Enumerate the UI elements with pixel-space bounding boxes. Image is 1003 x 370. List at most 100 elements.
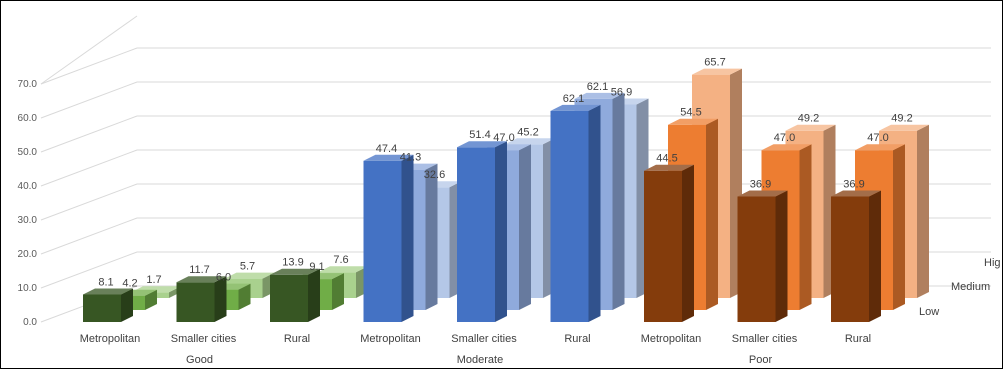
group-label: Good: [186, 354, 213, 366]
bar-front: [457, 147, 495, 322]
bar-top: [831, 190, 881, 197]
x-tick-label: Smaller cities: [451, 333, 517, 345]
bar-top: [644, 164, 694, 171]
data-label: 36.9: [843, 179, 864, 191]
data-label: 62.1: [563, 93, 584, 105]
bar-side: [238, 283, 251, 310]
bar-side: [145, 289, 157, 310]
bar-top: [224, 272, 275, 279]
gridline: [40, 47, 991, 85]
data-label: 45.2: [517, 126, 538, 138]
x-tick-label: Rural: [845, 333, 871, 345]
bar-side: [612, 92, 625, 311]
group-label: Poor: [749, 354, 773, 366]
series-label: Medium: [951, 281, 990, 293]
bar-top: [505, 138, 555, 145]
data-label: 56.9: [611, 87, 632, 99]
bar-front: [83, 294, 121, 322]
data-label: 65.7: [704, 57, 725, 69]
bar-low: [83, 288, 133, 322]
data-label: 62.1: [587, 81, 608, 93]
data-label: 41.3: [400, 152, 421, 164]
data-label: 1.7: [146, 274, 161, 286]
bar-top: [574, 92, 625, 99]
bar-side: [214, 276, 227, 322]
data-label: 6.0: [216, 272, 231, 284]
bar-side: [917, 124, 929, 298]
x-tick-label: Metropolitan: [80, 333, 141, 345]
bar-top: [550, 104, 601, 111]
bar-top: [176, 276, 227, 283]
bar-side: [401, 154, 414, 322]
bar-front: [644, 170, 682, 322]
data-label: 13.9: [282, 257, 303, 269]
bar-front: [831, 196, 869, 322]
y-tick-label: 70.0: [18, 79, 38, 90]
bar-side: [799, 144, 812, 310]
bar-top: [737, 190, 788, 197]
bar-low: [737, 190, 788, 322]
data-labels: 1.7 5.7 7.6 32.6 45.2 56.9 65.7 49.2 49.2 4.2 6.0 9…: [98, 57, 912, 290]
data-label: 54.5: [680, 107, 701, 119]
data-label: 49.2: [798, 113, 819, 125]
data-label: 5.7: [240, 261, 255, 273]
bar-side: [682, 164, 694, 322]
data-label: 11.7: [189, 264, 210, 276]
data-label: 47.4: [376, 143, 397, 155]
y-tick-label: 10.0: [18, 283, 38, 294]
bar-side: [425, 163, 438, 310]
bar-top: [668, 118, 718, 125]
data-label: 47.0: [493, 132, 514, 144]
gridlines: [40, 15, 991, 323]
bar-low: [457, 141, 507, 322]
bar-side: [775, 190, 788, 322]
gridline: [40, 81, 991, 119]
x-tick-label: Rural: [284, 333, 310, 345]
bar-top: [363, 154, 414, 161]
bar-top: [855, 144, 905, 151]
series-label: Hig: [984, 257, 1001, 269]
bar-front: [176, 282, 215, 322]
x-tick-label: Metropolitan: [641, 333, 702, 345]
y-tick-label: 50.0: [18, 147, 38, 158]
data-label: 47.0: [867, 132, 888, 144]
data-label: 8.1: [98, 276, 113, 288]
y-tick-label: 60.0: [18, 113, 38, 124]
bar-low: [176, 276, 227, 322]
bar-front: [270, 274, 308, 322]
x-tick-label: Smaller cities: [171, 333, 237, 345]
bar-low: [831, 190, 881, 322]
bar-low: [644, 164, 694, 322]
bar-side: [308, 268, 320, 322]
bar-side: [869, 190, 881, 322]
bar-top: [270, 268, 320, 275]
series-label: Low: [919, 306, 939, 318]
y-tick-label: 20.0: [18, 249, 38, 260]
data-label: 36.9: [750, 179, 771, 191]
data-label: 47.0: [774, 132, 795, 144]
bar-top: [692, 68, 742, 75]
data-label: 51.4: [469, 129, 490, 141]
bar-side: [588, 104, 601, 323]
bar-side: [706, 118, 718, 310]
bar-top: [318, 266, 368, 273]
y-tick-label: 30.0: [18, 215, 38, 226]
bar-top: [457, 141, 507, 148]
y-tick-label: 40.0: [18, 181, 38, 192]
bar-side: [332, 273, 344, 310]
data-label: 7.6: [333, 254, 348, 266]
y-tick-label: 0.0: [23, 317, 37, 328]
bar-top: [83, 288, 133, 295]
bar-low: [550, 104, 601, 323]
bar-front: [737, 196, 776, 322]
bar-top: [879, 124, 929, 131]
wall-edge: [40, 15, 138, 85]
bar-side: [519, 144, 531, 310]
bar-low: [363, 154, 414, 322]
bar-top: [761, 144, 812, 151]
data-label: 9.1: [309, 261, 324, 273]
data-label: 4.2: [122, 278, 137, 290]
bar-side: [121, 288, 133, 322]
